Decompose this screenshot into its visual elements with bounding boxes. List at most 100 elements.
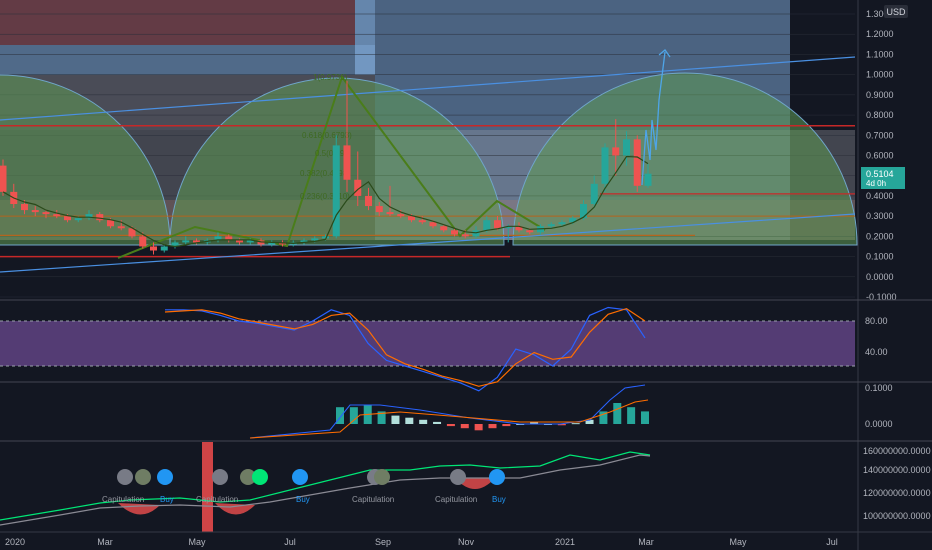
- buy-dot: [157, 469, 173, 485]
- candle-body: [504, 226, 512, 229]
- candle-body: [236, 240, 243, 243]
- candle-body: [31, 210, 39, 213]
- cycle-arcs: [0, 72, 858, 246]
- time-tick: Nov: [458, 537, 475, 547]
- zigzag-pattern: [117, 74, 546, 259]
- macd-bar: [641, 411, 649, 424]
- macd-bar: [460, 424, 469, 429]
- fib-label: 0.618(0.6793): [302, 131, 352, 140]
- price-tick: 0.4000: [866, 191, 894, 201]
- candle-body: [515, 226, 523, 231]
- horizontal-levels: [0, 125, 855, 258]
- price-tick: 0.3000: [866, 211, 894, 221]
- candle-body: [440, 226, 448, 231]
- candle-body: [139, 236, 147, 247]
- price-tick: 1.3000: [866, 9, 894, 19]
- time-tick: Mar: [638, 537, 654, 547]
- candle-body: [547, 224, 555, 227]
- macd-bar: [599, 411, 608, 424]
- macd-bar: [377, 411, 386, 424]
- price-tick: -0.1000: [866, 292, 897, 302]
- candle-body: [322, 236, 329, 239]
- time-tick: May: [729, 537, 747, 547]
- stoch-tick: 80.00: [865, 316, 888, 326]
- signal-label: Capitulation: [196, 495, 238, 504]
- obv-pane: Capitulation Buy Capitulation Buy Capitu…: [0, 442, 931, 532]
- price-tick: 0.7000: [866, 130, 894, 140]
- price-axis: 1.3000 1.2000 1.1000 1.0000 0.9000 0.8000 0.70…: [866, 9, 897, 302]
- signal-label: Capitulation: [435, 495, 477, 504]
- candle-body: [42, 212, 50, 215]
- time-tick: Sep: [375, 537, 391, 547]
- capitulation-dot: [212, 469, 228, 485]
- fib-label: 0.236(0.3810): [300, 192, 350, 201]
- candle-body: [483, 220, 491, 231]
- candle-body: [311, 238, 319, 241]
- macd-bar: [613, 403, 622, 424]
- candle-body: [408, 216, 415, 221]
- price-tick: 1.0000: [866, 70, 894, 80]
- price-tick: 0.0000: [866, 272, 894, 282]
- signal-label: Buy: [492, 495, 506, 504]
- candle-body: [397, 214, 405, 217]
- fib-labels: 1(0.9736) 0.618(0.6793) 0.5(0.59) 0.382(…: [300, 73, 352, 201]
- candle-body: [580, 204, 587, 219]
- volume-tick: 140000000.0000: [863, 465, 931, 475]
- macd-bar: [488, 424, 497, 429]
- price-axis-bg: [858, 0, 932, 550]
- capitulation-dot: [117, 469, 133, 485]
- candle-body: [107, 220, 114, 227]
- candle-body: [451, 230, 458, 235]
- candle-body: [332, 145, 340, 237]
- macd-bar: [349, 407, 358, 424]
- obv-slow: [0, 454, 651, 526]
- macd-bar: [530, 421, 539, 424]
- macd-bar: [391, 415, 400, 424]
- candle-body: [150, 246, 157, 251]
- macd-bar: [474, 424, 483, 431]
- macd-bar: [336, 407, 344, 424]
- buy-dot: [292, 469, 308, 485]
- macd-bar: [419, 419, 428, 424]
- candle-body: [343, 145, 351, 180]
- candle-body: [612, 147, 620, 156]
- macd-bar: [405, 417, 414, 424]
- candle-body: [429, 222, 437, 227]
- currency-label: USD: [886, 7, 906, 17]
- macd-signal: [249, 399, 649, 439]
- time-axis: 2020 Mar May Jul Sep Nov 2021 Mar May Jul: [5, 537, 838, 547]
- currency-badge[interactable]: [884, 5, 908, 18]
- volume-tick: 120000000.0000: [863, 488, 931, 498]
- last-price-badge: [861, 167, 905, 189]
- candle-body: [354, 179, 362, 196]
- time-tick: Mar: [97, 537, 113, 547]
- macd-bar: [585, 419, 594, 424]
- candle-body: [268, 242, 276, 245]
- candle-body: [644, 173, 652, 186]
- buy-dot: [252, 469, 268, 485]
- candle-body: [633, 139, 641, 186]
- last-price: 0.5104: [866, 169, 894, 179]
- projection-arrow: [641, 49, 671, 186]
- macd-bar: [571, 423, 580, 425]
- volume-tick: 160000000.0000: [863, 446, 931, 456]
- candle-body: [526, 230, 534, 233]
- candle-body: [214, 236, 222, 241]
- volume-spike: [202, 442, 213, 532]
- volume-tick: 100000000.0000: [863, 511, 931, 521]
- signal-label: Buy: [296, 495, 310, 504]
- candle-body: [53, 214, 61, 217]
- signal-label: Capitulation: [352, 495, 394, 504]
- obv-fast: [0, 451, 651, 521]
- time-tick: Jul: [284, 537, 296, 547]
- price-tick: 0.9000: [866, 90, 894, 100]
- macd-pane: 0.1000 0.0000: [249, 383, 893, 439]
- macd-tick: 0.0000: [865, 419, 893, 429]
- candle-body: [193, 240, 200, 243]
- signal-label: Capitulation: [102, 495, 144, 504]
- candle-body: [461, 234, 469, 237]
- candle-body: [494, 220, 501, 229]
- candle-body: [117, 226, 125, 229]
- candle-body: [171, 242, 179, 247]
